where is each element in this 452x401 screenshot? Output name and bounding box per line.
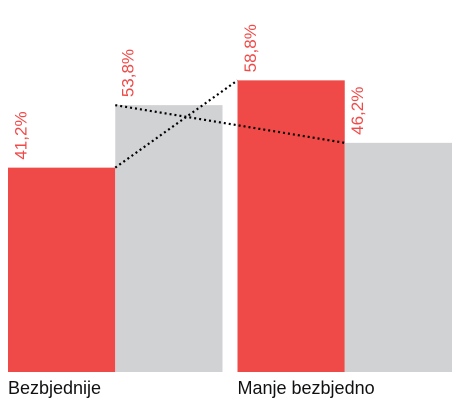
bar [344, 142, 452, 372]
x-tick-label: Bezbjednije [8, 378, 101, 398]
value-label: 46,2% [348, 87, 367, 135]
x-tick-label: Manje bezbjedno [238, 378, 375, 398]
connector-line [115, 104, 345, 144]
bar [237, 80, 345, 373]
bar [8, 167, 116, 372]
value-label: 58,8% [241, 24, 260, 72]
bar [115, 105, 223, 372]
value-label: 41,2% [11, 111, 30, 159]
connector-line [114, 79, 239, 169]
value-label: 53,8% [119, 49, 138, 97]
